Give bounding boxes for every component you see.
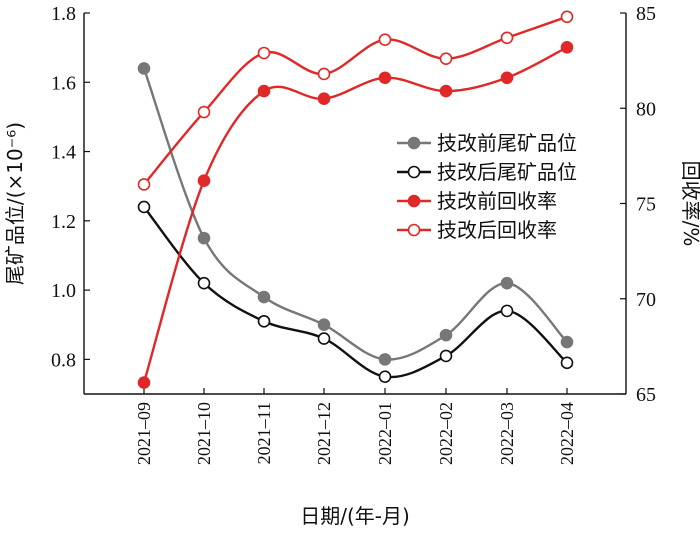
series-4-point-8 <box>560 10 574 24</box>
legend-swatch-marker-4 <box>407 223 421 237</box>
left-y-tick-label: 1.4 <box>51 142 76 164</box>
left-y-tick-label: 1.2 <box>51 211 76 233</box>
series-3-point-7 <box>500 71 514 85</box>
x-tick-label: 2022–02 <box>436 402 456 465</box>
series-4-point-4 <box>317 67 331 81</box>
legend-label-1: 技改前尾矿品位 <box>437 131 577 155</box>
legend-label-2: 技改后尾矿品位 <box>437 160 577 184</box>
series-1-point-7 <box>500 276 514 290</box>
series-3-point-1 <box>137 376 151 389</box>
series-3-point-6 <box>439 84 453 98</box>
x-tick-label: 2022–03 <box>497 402 517 465</box>
series-3-point-4 <box>317 92 331 106</box>
series-markers <box>137 10 574 389</box>
series-4-point-5 <box>378 33 392 46</box>
series-2-point-2 <box>197 276 211 290</box>
series-2-point-7 <box>500 304 514 318</box>
series-1-point-3 <box>257 290 271 304</box>
series-1-point-1 <box>137 62 151 75</box>
series-4-point-7 <box>500 31 514 45</box>
legend-swatch-marker-2 <box>407 165 421 179</box>
left-y-tick-label: 1.6 <box>51 72 76 94</box>
right-y-axis-title: 回收率/% <box>679 161 700 247</box>
series-4-point-6 <box>439 52 453 66</box>
series-3-point-3 <box>257 84 271 98</box>
series-1-point-4 <box>317 318 331 332</box>
series-1-point-2 <box>197 231 211 245</box>
series-1-point-6 <box>439 328 453 342</box>
series-2-point-5 <box>378 370 392 383</box>
legend-swatch-marker-3 <box>407 194 421 208</box>
series-2-point-6 <box>439 349 453 363</box>
series-line-3 <box>142 46 568 383</box>
legend-label-3: 技改前回收率 <box>437 189 557 213</box>
series-4-point-3 <box>257 46 271 60</box>
series-3-point-8 <box>560 40 574 54</box>
right-y-tick-label: 70 <box>636 289 656 311</box>
x-tick-label: 2022–04 <box>557 402 577 465</box>
x-tick-label: 2021–09 <box>134 402 154 465</box>
series-4-point-2 <box>197 105 211 119</box>
right-y-tick-label: 85 <box>636 3 656 25</box>
series-3-point-5 <box>378 71 392 85</box>
series-line-1 <box>142 68 568 361</box>
series-1-point-5 <box>378 353 392 366</box>
series-3-point-2 <box>197 174 211 187</box>
series-2-point-1 <box>137 200 151 214</box>
x-tick-label: 2021–11 <box>254 402 274 464</box>
series-2-point-4 <box>317 332 331 345</box>
legend-label-4: 技改后回收率 <box>437 218 557 242</box>
series-1-point-8 <box>560 335 574 349</box>
x-tick-label: 2022–01 <box>375 402 395 465</box>
x-tick-label: 2021–10 <box>194 402 214 465</box>
series-4-point-1 <box>137 178 151 191</box>
left-y-tick-label: 0.8 <box>51 349 76 371</box>
x-tick-label: 2021–12 <box>314 402 334 465</box>
right-y-tick-label: 75 <box>636 194 656 216</box>
left-y-axis-title: 尾矿品位/(×10⁻⁶) <box>3 122 27 285</box>
series-2-point-8 <box>560 356 574 370</box>
x-axis-title: 日期/(年-月) <box>300 504 410 528</box>
right-y-tick-label: 65 <box>636 384 656 406</box>
legend-swatch-marker-1 <box>407 136 421 150</box>
right-y-tick-label: 80 <box>636 98 656 120</box>
left-y-tick-label: 1.8 <box>51 3 76 25</box>
axes-layer: 0.8 1.0 1.2 1.4 1.6 1.8 65 70 75 80 85 2021–09 2021–… <box>51 3 656 465</box>
left-y-tick-label: 1.0 <box>51 280 76 302</box>
series-2-point-3 <box>257 314 271 328</box>
